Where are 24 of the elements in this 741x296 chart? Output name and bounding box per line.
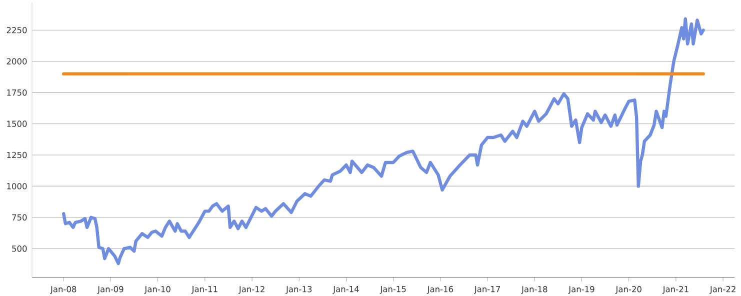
x-tick-label: Jan-19 [568,286,594,294]
y-tick-label: 500 [12,246,27,252]
x-tick-label: Jan-11 [191,286,218,294]
y-tick-label: 1250 [7,152,27,158]
x-tick-label: Jan-20 [615,286,642,294]
x-tick-label: Jan-21 [662,286,688,294]
y-tick-label: 2250 [6,27,27,34]
y-tick-label: 2000 [6,58,27,64]
x-tick-label: Jan-13 [286,286,312,294]
x-tick-label: Jan-08 [50,286,76,294]
y-tick-label: 1000 [7,183,27,190]
x-tick-label: Jan-10 [144,286,170,294]
x-tick-label: Jan-22 [710,286,736,294]
y-tick-label: 750 [12,214,27,221]
x-tick-label: Jan-17 [474,286,500,294]
x-tick-label: Jan-18 [521,286,548,294]
x-tick-label: Jan-14 [332,286,359,294]
x-tick-label: Jan-09 [97,286,124,294]
line-series [62,17,705,266]
x-tick-label: Jan-16 [426,286,454,294]
y-tick-label: 1500 [7,120,27,127]
y-tick-label: 1750 [7,89,27,96]
x-tick-label: Jan-12 [238,286,264,294]
x-tick-label: Jan-15 [380,286,406,294]
